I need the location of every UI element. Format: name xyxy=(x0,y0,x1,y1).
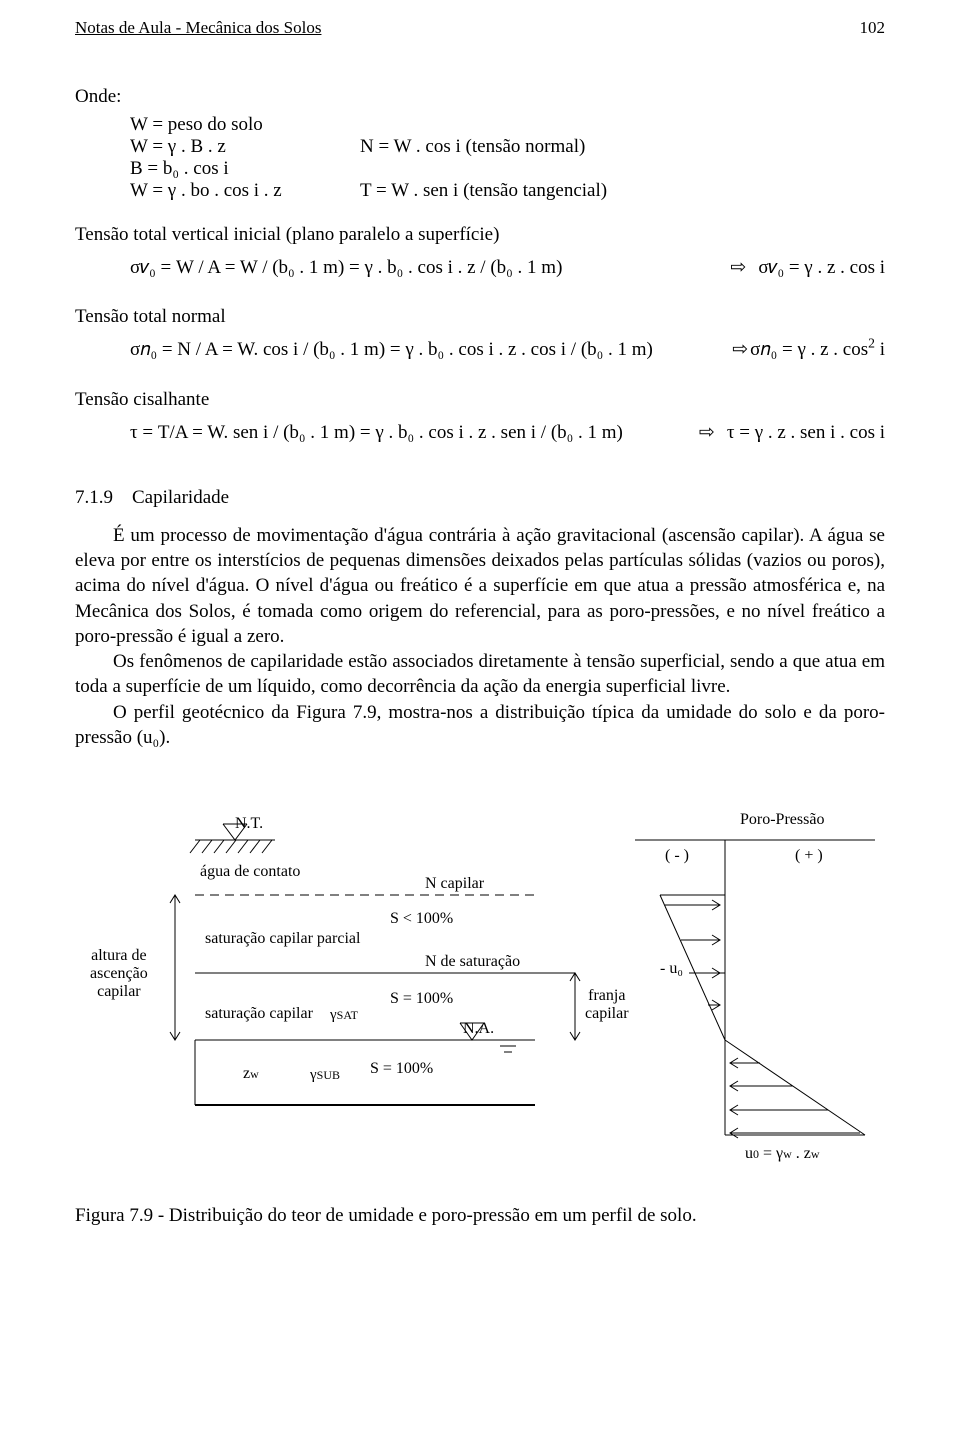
page-header: Notas de Aula - Mecânica dos Solos 102 xyxy=(75,18,885,38)
label-plus: ( + ) xyxy=(795,847,823,865)
figure-7-9: N.T. água de contato N capilar S < 100% … xyxy=(105,805,885,1227)
equation-lhs: σ𝑛₀ = N / A = W. cos i / (b₀ . 1 m) = γ … xyxy=(130,334,730,366)
def-line: N = W . cos i (tensão normal) xyxy=(360,136,885,158)
def-line: W = γ . bo . cos i . z xyxy=(130,180,360,202)
equation-lhs: σ𝑣₀ = W / A = W / (b₀ . 1 m) = γ . b₀ . … xyxy=(130,252,718,284)
equation-rhs: σ𝑣₀ = γ . z . cos i xyxy=(758,252,885,284)
paragraph: Os fenômenos de capilaridade estão assoc… xyxy=(75,649,885,700)
equation-rhs: τ = γ . z . sen i . cos i xyxy=(727,417,885,449)
page-number: 102 xyxy=(860,18,886,38)
figure-caption: Figura 7.9 - Distribuição do teor de umi… xyxy=(75,1205,885,1227)
equation-row: τ = T/A = W. sen i / (b₀ . 1 m) = γ . b₀… xyxy=(130,417,885,449)
implies-icon: ⇨ xyxy=(718,252,758,284)
subsection-number: 7.1.9 xyxy=(75,487,113,508)
label-zw: zw xyxy=(243,1065,259,1083)
label-agua-contato: água de contato xyxy=(200,863,300,881)
label-altura: altura de ascenção capilar xyxy=(90,947,148,1001)
label-s-100-b: S = 100% xyxy=(370,1060,433,1078)
section-title: Tensão cisalhante xyxy=(75,389,885,411)
def-line: T = W . sen i (tensão tangencial) xyxy=(360,180,885,202)
header-title: Notas de Aula - Mecânica dos Solos xyxy=(75,18,321,38)
label-poro-pressao: Poro-Pressão xyxy=(740,811,824,829)
label-sat-parcial: saturação capilar parcial xyxy=(205,930,360,948)
label-sat-capilar: saturação capilar xyxy=(205,1005,313,1023)
label-s-100-a: S = 100% xyxy=(390,990,453,1008)
diagram-svg xyxy=(105,805,885,1175)
section-title: Tensão total normal xyxy=(75,306,885,328)
def-line: W = peso do solo xyxy=(130,114,360,136)
label-n-capilar: N capilar xyxy=(425,875,484,893)
def-line: W = γ . B . z xyxy=(130,136,360,158)
equation-rhs: σ𝑛₀ = γ . z . cos2 i xyxy=(750,334,885,366)
diagram-canvas: N.T. água de contato N capilar S < 100% … xyxy=(105,805,885,1175)
label-minus: ( - ) xyxy=(665,847,689,865)
label-s-lt-100: S < 100% xyxy=(390,910,453,928)
equation-row: σ𝑣₀ = W / A = W / (b₀ . 1 m) = γ . b₀ . … xyxy=(130,252,885,284)
section-title: Tensão total vertical inicial (plano par… xyxy=(75,224,885,246)
subsection-title: Capilaridade xyxy=(132,487,229,508)
definitions-block: W = peso do solo W = γ . B . z N = W . c… xyxy=(130,114,885,202)
def-line: B = b₀ . cos i xyxy=(130,158,360,180)
subsection-heading: 7.1.9 Capilaridade xyxy=(75,487,885,509)
label-gamma-sat: γSAT xyxy=(330,1007,358,1024)
onde-label: Onde: xyxy=(75,86,885,108)
label-u0-eq: u0 = γw . zw xyxy=(745,1145,820,1163)
label-gamma-sub: γSUB xyxy=(310,1067,340,1084)
paragraph: É um processo de movimentação d'água con… xyxy=(75,523,885,649)
equation-row: σ𝑛₀ = N / A = W. cos i / (b₀ . 1 m) = γ … xyxy=(130,334,885,366)
equation-lhs: τ = T/A = W. sen i / (b₀ . 1 m) = γ . b₀… xyxy=(130,417,687,449)
implies-icon: ⇨ xyxy=(687,417,727,449)
implies-icon: ⇨ xyxy=(730,334,750,366)
label-minus-u0: - u₀ xyxy=(660,960,683,978)
label-n-sat: N de saturação xyxy=(425,953,520,971)
label-franja: franja capilar xyxy=(585,987,629,1023)
label-na: N.A. xyxy=(463,1020,494,1038)
label-nt: N.T. xyxy=(235,815,263,833)
paragraph: O perfil geotécnico da Figura 7.9, mostr… xyxy=(75,700,885,751)
